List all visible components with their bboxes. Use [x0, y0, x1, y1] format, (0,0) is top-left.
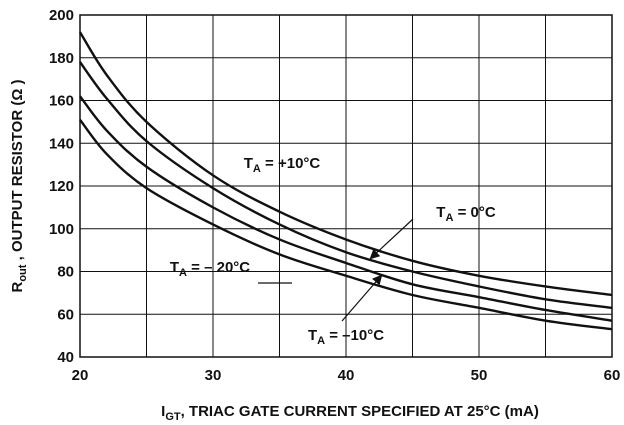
annotation-arrow-0c [369, 218, 414, 260]
y-tick-label: 60 [57, 306, 74, 323]
y-tick-label: 80 [57, 264, 74, 281]
series-lines [78, 31, 613, 331]
annotation-label-plus-10c: TA = +10°C [244, 155, 321, 175]
x-tick-label: 60 [604, 367, 621, 384]
series-line-minus-10c [79, 95, 613, 322]
annotation-label-minus-20c: TA = – 20°C [170, 259, 250, 279]
plot-frame [79, 14, 613, 358]
series-line-plus-10c [78, 31, 613, 297]
annotations: TA = +10°C TA = 0°C TA = – 20°C TA = –10… [170, 155, 496, 347]
y-tick-label: 180 [49, 50, 74, 67]
annotation-arrow-minus-10c [341, 274, 383, 322]
y-tick-label: 40 [57, 349, 74, 366]
x-tick-label: 50 [471, 367, 488, 384]
y-tick-label: 100 [49, 221, 74, 238]
x-tick-label: 40 [338, 367, 355, 384]
y-axis-label: Rout , OUTPUT RESISTOR (Ω ) [9, 79, 29, 292]
y-tick-label: 140 [49, 135, 74, 152]
x-tick-label: 20 [72, 367, 89, 384]
annotation-label-0c: TA = 0°C [436, 204, 496, 224]
x-axis-label: IGT, TRIAC GATE CURRENT SPECIFIED AT 25°… [161, 403, 539, 423]
annotation-label-minus-10c: TA = –10°C [308, 327, 384, 347]
series-line-0c [79, 61, 613, 310]
y-tick-label: 200 [49, 7, 74, 24]
y-tick-label: 160 [49, 93, 74, 110]
axis-labels: IGT, TRIAC GATE CURRENT SPECIFIED AT 25°… [9, 79, 539, 423]
y-tick-label: 120 [49, 178, 74, 195]
series-line-minus-20c [79, 119, 613, 331]
x-tick-label: 30 [205, 367, 222, 384]
tick-labels: 20 30 40 50 60 40 60 80 100 120 140 160 180 200 [49, 7, 620, 384]
grid-lines [79, 14, 613, 358]
